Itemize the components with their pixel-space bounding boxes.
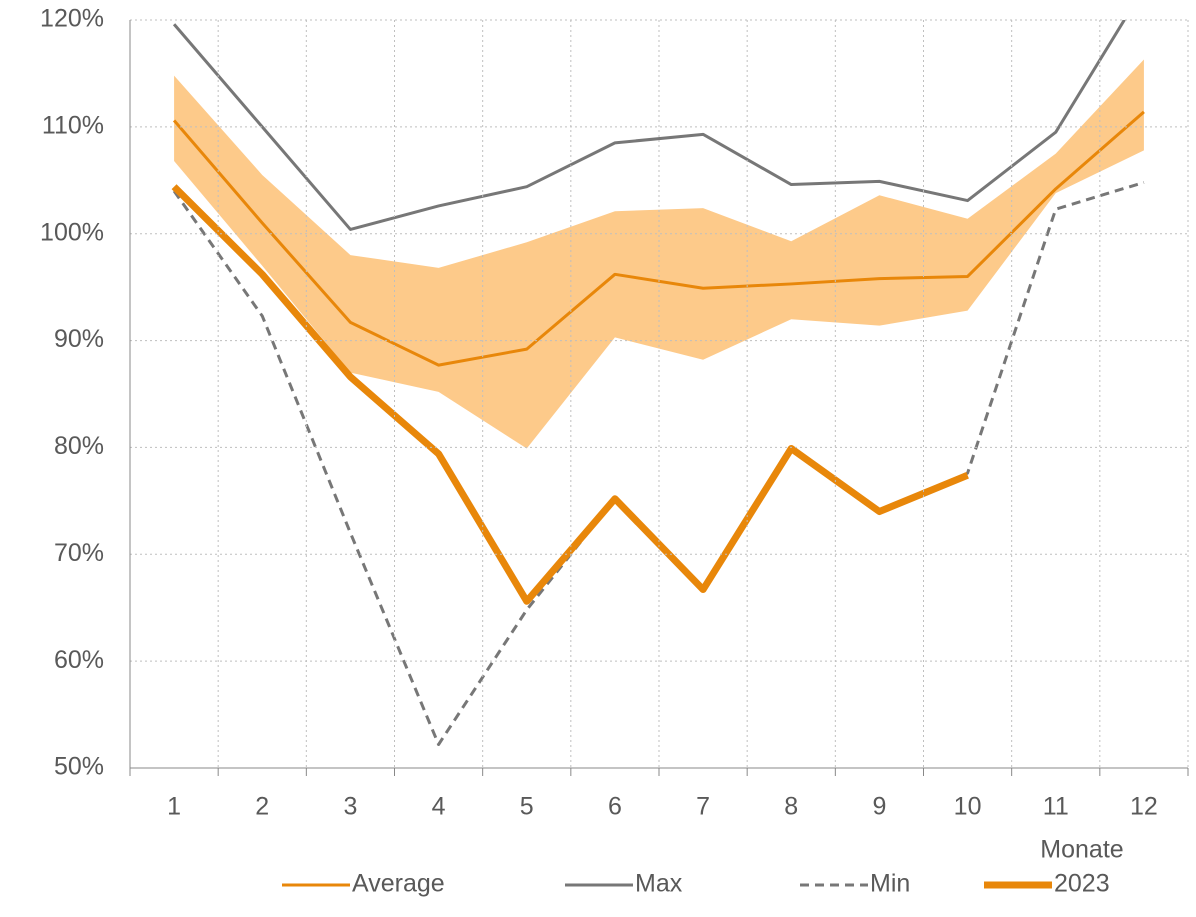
y-tick-label: 120% [40,5,104,33]
x-tick-label: 12 [1130,793,1158,821]
x-tick-label: 8 [784,793,798,821]
y-tick-label: 110% [42,111,104,139]
x-tick-label: 2 [255,793,269,821]
legend-label: Max [635,870,683,898]
legend-label: 2023 [1054,870,1110,898]
x-tick-label: 10 [954,793,982,821]
y-tick-label: 90% [54,325,104,353]
x-tick-label: 5 [520,793,534,821]
y-tick-label: 50% [54,753,104,781]
series-line [172,20,1127,231]
x-tick-label: 6 [608,793,622,821]
x-axis-label: Monate [1040,836,1123,864]
x-tick-label: 9 [872,793,886,821]
x-tick-label: 4 [432,793,446,821]
range-band [174,59,1144,449]
x-tick-label: 7 [696,793,710,821]
x-tick-label: 11 [1043,793,1069,821]
y-tick-label: 80% [54,432,104,460]
legend-label: Average [352,870,445,898]
legend-label: Min [870,870,910,898]
y-tick-label: 100% [40,218,104,246]
y-tick-label: 60% [54,646,104,674]
x-tick-label: 1 [167,793,181,821]
x-tick-label: 3 [343,793,357,821]
y-tick-label: 70% [54,539,104,567]
